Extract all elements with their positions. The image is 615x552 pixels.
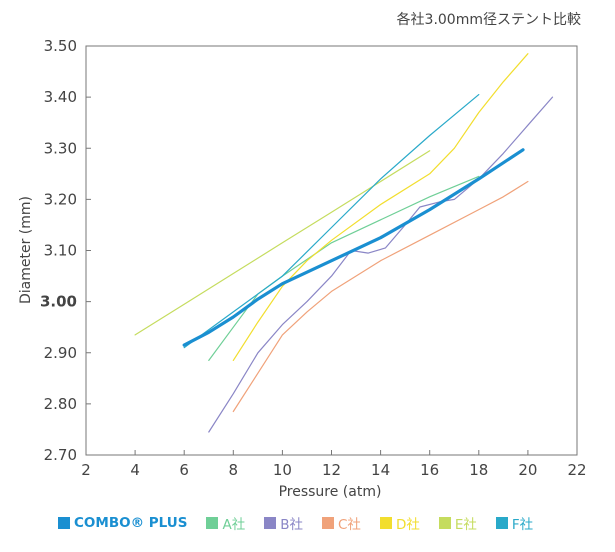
x-tick-label: 12 — [322, 461, 341, 479]
x-tick-label: 4 — [130, 461, 140, 479]
legend-item: B社 — [264, 513, 303, 533]
x-tick-label: 20 — [518, 461, 537, 479]
y-axis-ticks: 2.70 2.80 2.90 3.00 3.10 3.20 3.30 3.40 3.50 — [40, 37, 91, 464]
y-tick-label: 2.80 — [44, 395, 77, 413]
legend-swatch — [206, 517, 219, 529]
chart-note: 各社3.00mm径ステント比較 — [396, 12, 581, 28]
x-tick-label: 22 — [567, 461, 586, 479]
series-line — [134, 150, 431, 336]
legend-label: COMBO® PLUS — [74, 515, 188, 531]
y-tick-label: 3.30 — [44, 139, 77, 157]
x-tick-label: 8 — [229, 461, 239, 479]
legend-label: D社 — [395, 517, 420, 533]
legend-item: D社 — [379, 513, 420, 533]
x-tick-label: 2 — [81, 461, 91, 479]
series-line — [182, 148, 525, 347]
x-axis-title: Pressure (atm) — [279, 484, 382, 500]
series-line — [232, 180, 529, 413]
legend-swatch — [58, 517, 70, 529]
x-axis-ticks: 2 4 6 8 10 12 14 16 18 20 22 — [81, 450, 587, 479]
legend-swatch — [495, 517, 508, 529]
plot-area — [85, 45, 578, 456]
y-tick-label: 2.70 — [44, 446, 77, 464]
legend-label: F社 — [511, 517, 534, 533]
legend-swatch — [264, 517, 277, 529]
y-tick-label: 3.50 — [44, 37, 77, 55]
legend-swatch — [438, 517, 451, 529]
legend-item: A社 — [206, 513, 245, 533]
legend-label: E社 — [454, 517, 477, 533]
y-tick-label: 2.90 — [44, 344, 77, 362]
legend-item: C社 — [322, 513, 361, 533]
y-tick-label: 3.00 — [40, 293, 77, 311]
y-tick-label: 3.10 — [44, 242, 77, 260]
series-line — [208, 175, 480, 361]
legend-swatch — [379, 517, 392, 529]
legend-swatch — [322, 517, 334, 529]
legend-label: B社 — [280, 517, 303, 533]
y-tick-label: 3.40 — [44, 88, 77, 106]
series-line — [208, 96, 554, 433]
series-line — [232, 53, 529, 361]
plot-border — [85, 45, 578, 456]
x-tick-label: 16 — [420, 461, 439, 479]
y-tick-label: 3.20 — [44, 190, 77, 208]
series-line — [183, 94, 480, 349]
y-axis-title: Diameter (mm) — [18, 196, 34, 304]
x-tick-label: 18 — [469, 461, 488, 479]
series-lines — [134, 53, 554, 433]
legend: COMBO® PLUS A社 B社 C社 D社 E社 F社 — [58, 513, 533, 533]
legend-label: C社 — [338, 517, 361, 533]
x-tick-label: 6 — [179, 461, 189, 479]
legend-item: F社 — [495, 513, 534, 533]
x-tick-label: 14 — [371, 461, 390, 479]
legend-item: E社 — [438, 513, 477, 533]
legend-item: COMBO® PLUS — [58, 515, 187, 531]
legend-label: A社 — [222, 517, 246, 533]
x-tick-label: 10 — [273, 461, 292, 479]
